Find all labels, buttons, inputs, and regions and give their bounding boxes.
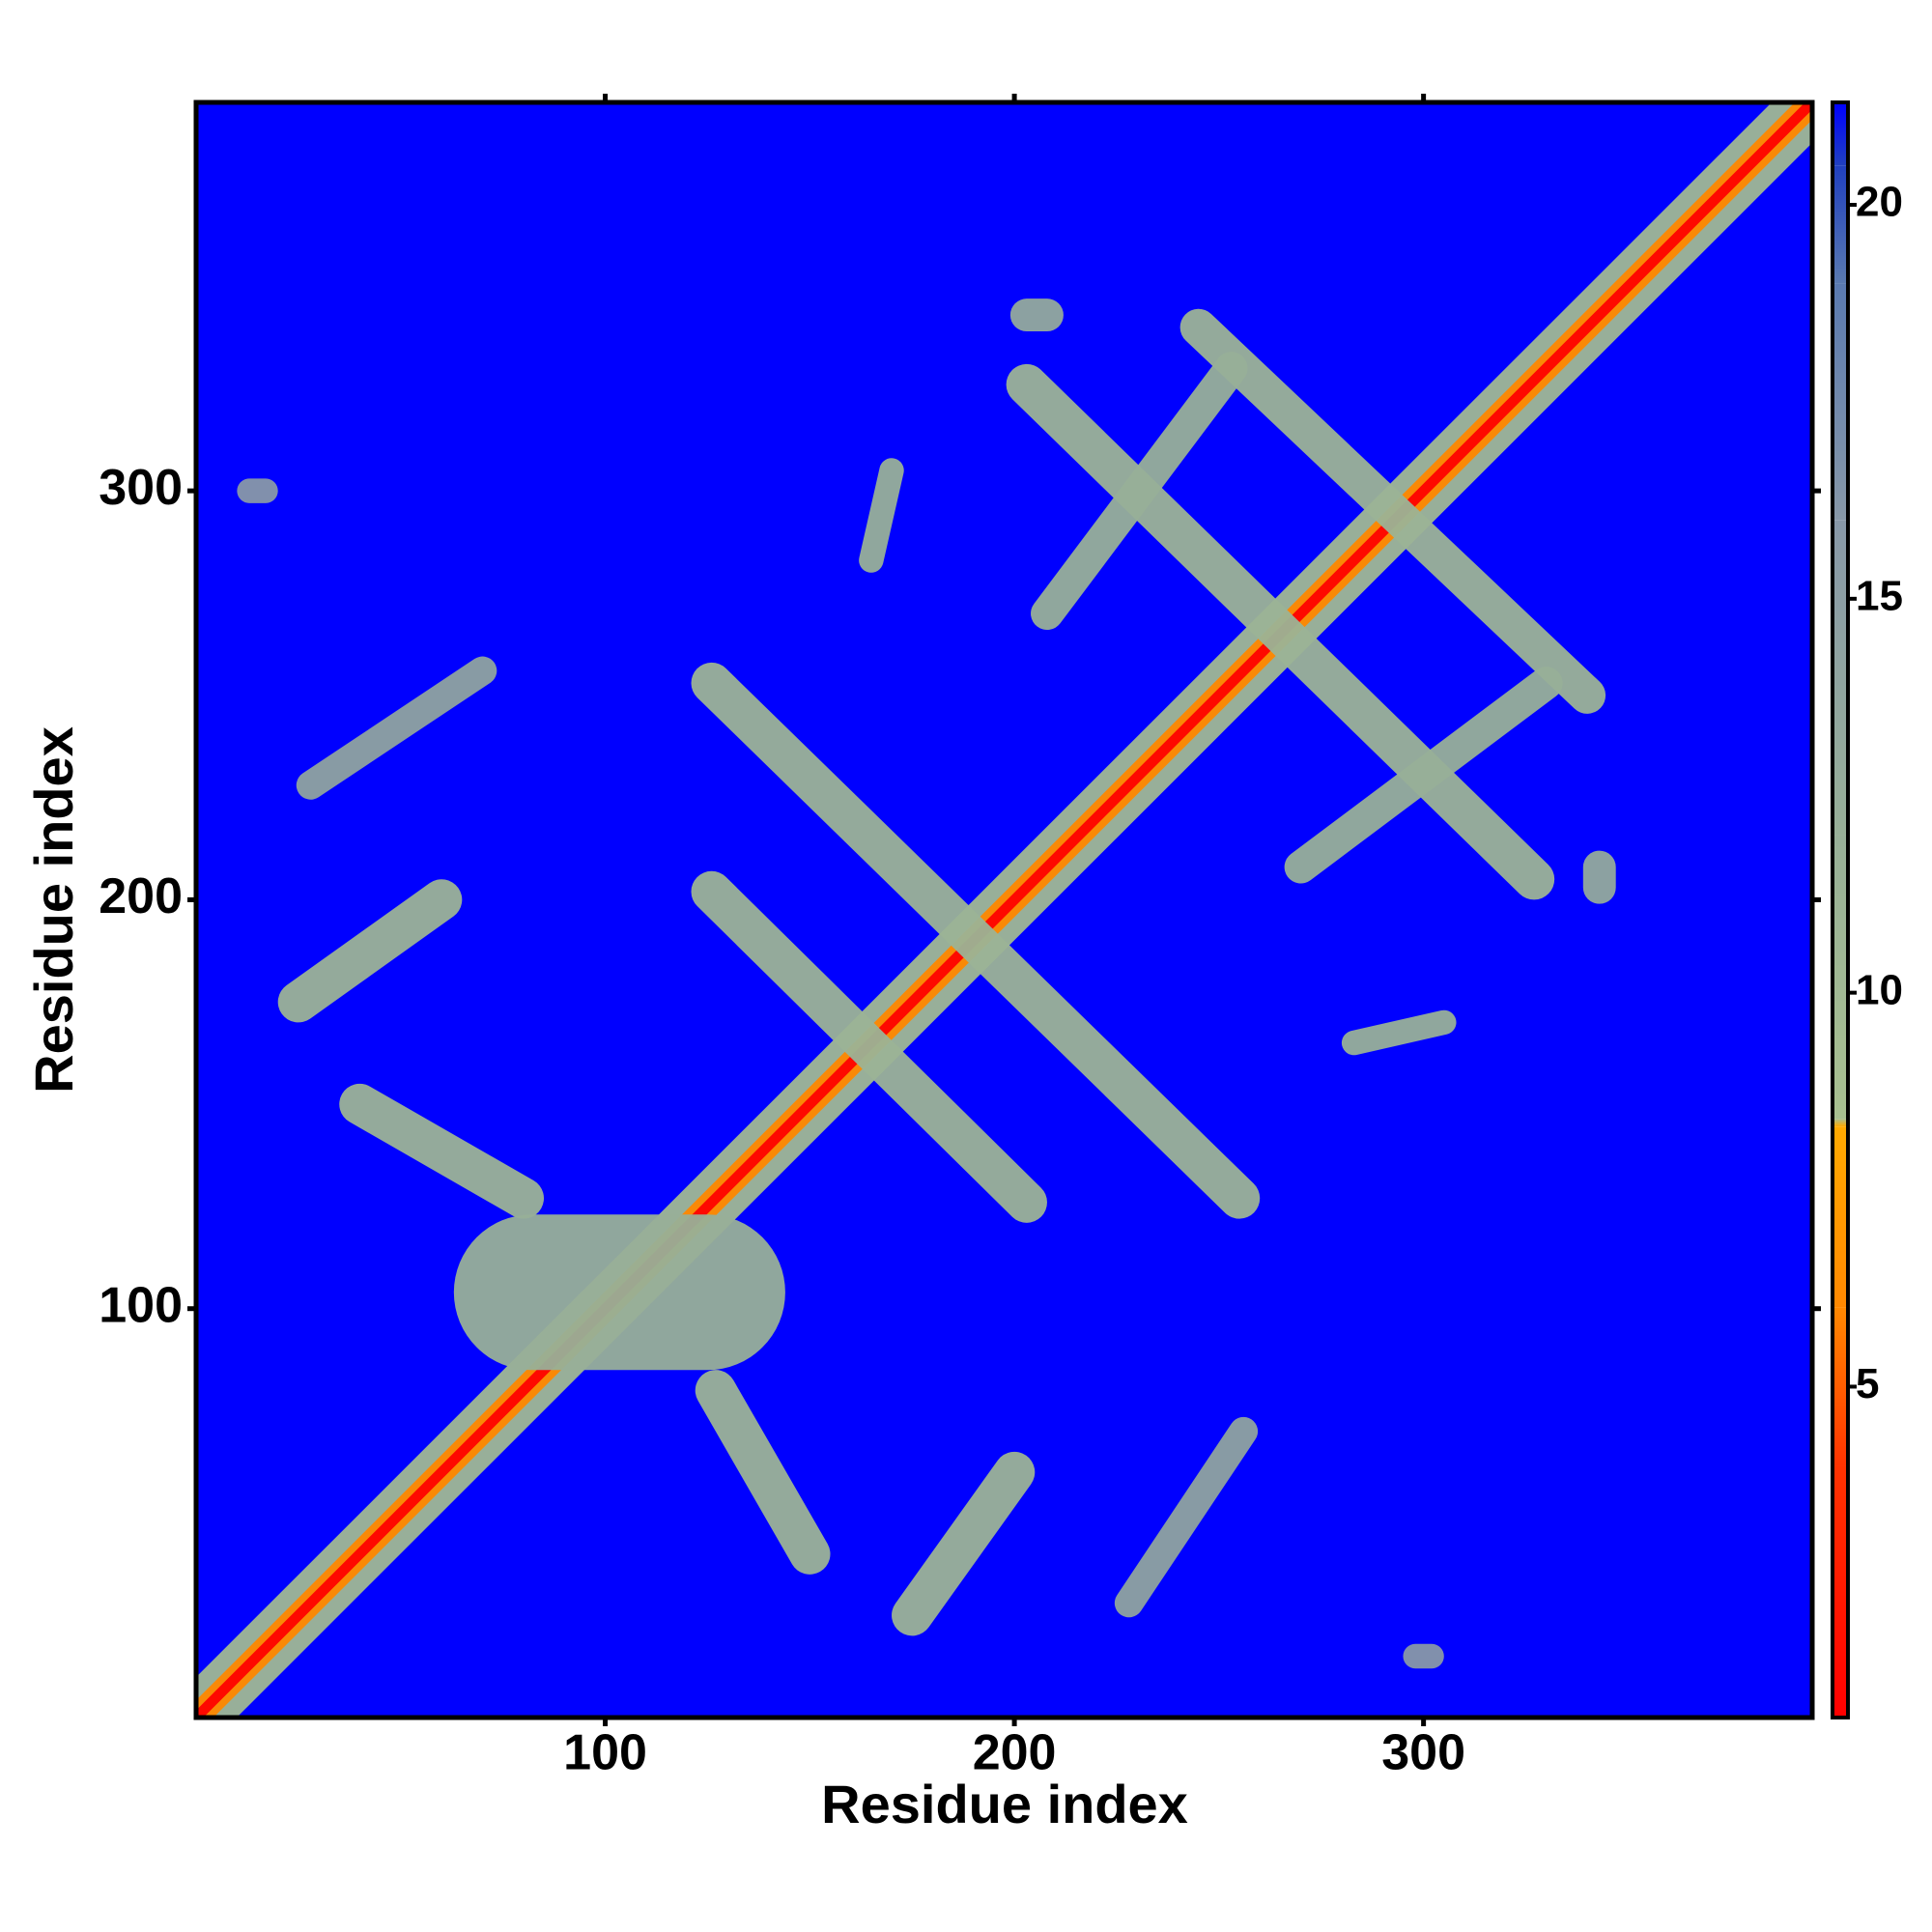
contact-band — [339, 1083, 545, 1219]
colorbar-segment — [1833, 835, 1848, 1120]
colorbar-tick-label: 10 — [1856, 966, 1903, 1013]
x-tick-label: 100 — [563, 1725, 647, 1781]
colorbar-segment — [1833, 283, 1848, 521]
contact-band — [1284, 667, 1563, 884]
plot-area — [196, 102, 1812, 1718]
contact-band — [691, 870, 1047, 1223]
contact-band — [1114, 1416, 1259, 1618]
colorbar-segment — [1833, 1307, 1848, 1466]
colorbar-segment — [1833, 520, 1848, 836]
contact-band — [277, 879, 463, 1023]
colorbar-tick-label: 20 — [1856, 179, 1903, 226]
contact-band — [1341, 1009, 1457, 1056]
colorbar-frame — [1831, 100, 1850, 1719]
y-axis-label: Residue index — [23, 726, 84, 1094]
contact-band — [859, 458, 904, 573]
colorbar-segment — [1833, 1465, 1848, 1718]
x-tick-label: 200 — [973, 1725, 1057, 1781]
colorbar-tick-label: 5 — [1856, 1360, 1879, 1407]
contact-band — [695, 1370, 831, 1575]
colorbar — [1833, 102, 1848, 1718]
contact-band — [1031, 352, 1248, 631]
y-tick-label: 200 — [99, 868, 183, 924]
x-axis-label: Residue index — [821, 1774, 1188, 1834]
colorbar-segment — [1833, 1126, 1848, 1308]
colorbar-segment — [1833, 1119, 1848, 1127]
contact-band — [1179, 308, 1606, 714]
plot-frame — [193, 99, 1815, 1720]
x-tick-label: 300 — [1381, 1725, 1465, 1781]
colorbar-tick-label: 15 — [1856, 572, 1903, 619]
contact-band — [196, 102, 1812, 1718]
y-tick-label: 100 — [99, 1277, 183, 1333]
colorbar-segment — [1833, 102, 1848, 166]
contact-band — [892, 1451, 1036, 1636]
y-tick-label: 300 — [99, 460, 183, 516]
contact-band — [296, 656, 497, 800]
contact-band — [1006, 363, 1555, 900]
contact-band — [691, 662, 1261, 1219]
colorbar-segment — [1833, 165, 1848, 284]
